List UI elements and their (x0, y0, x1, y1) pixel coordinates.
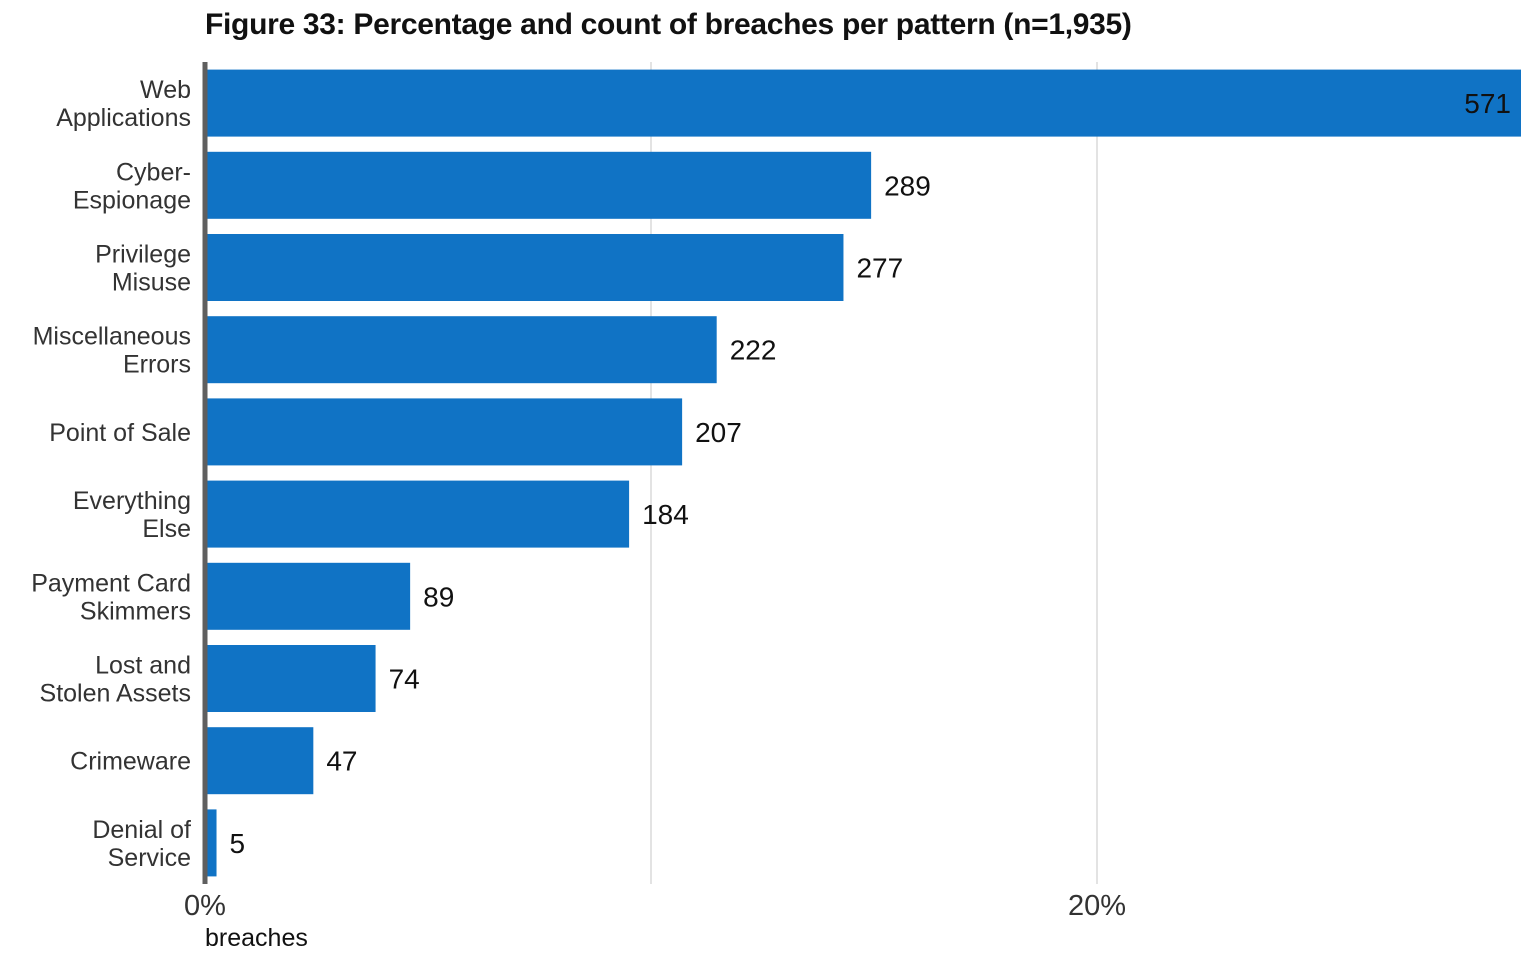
category-label: Applications (56, 104, 191, 132)
data-label: 5 (230, 828, 246, 859)
category-label: Espionage (73, 186, 191, 214)
data-label: 277 (856, 253, 903, 284)
bar (205, 727, 314, 795)
category-label: Cyber- (116, 158, 191, 186)
category-label: Everything (73, 487, 191, 515)
category-label: Payment Card (31, 569, 191, 597)
data-label: 571 (1464, 88, 1511, 119)
data-label: 47 (326, 746, 357, 777)
category-label: Stolen Assets (40, 680, 191, 708)
bar (205, 316, 717, 384)
bar (205, 645, 376, 712)
data-label: 222 (730, 335, 777, 366)
data-label: 207 (695, 417, 742, 448)
x-axis-title: breaches (205, 924, 308, 952)
category-label: Errors (123, 351, 191, 379)
x-tick-label: 0% (184, 890, 226, 922)
bar (205, 234, 844, 301)
category-label: Skimmers (80, 597, 191, 625)
bar (205, 151, 872, 219)
category-label: Point of Sale (49, 419, 191, 447)
category-label: Service (108, 844, 191, 872)
category-label: Misuse (112, 269, 191, 297)
category-label: Miscellaneous (33, 323, 191, 351)
x-tick-label: 20% (1068, 890, 1126, 922)
data-label: 74 (389, 664, 420, 695)
bar (205, 562, 411, 630)
category-label: Else (142, 515, 191, 543)
category-label: Web (140, 76, 191, 104)
bar (205, 398, 683, 466)
bar (205, 480, 630, 548)
bar (205, 69, 1521, 137)
data-label: 89 (423, 581, 454, 612)
chart-title: Figure 33: Percentage and count of breac… (205, 8, 1132, 41)
category-label: Lost and (95, 652, 191, 680)
bar (205, 809, 217, 877)
data-label: 289 (884, 170, 931, 201)
category-label: Denial of (92, 816, 191, 844)
category-label: Crimeware (70, 748, 191, 776)
data-label: 184 (642, 499, 689, 530)
category-label: Privilege (95, 241, 191, 269)
